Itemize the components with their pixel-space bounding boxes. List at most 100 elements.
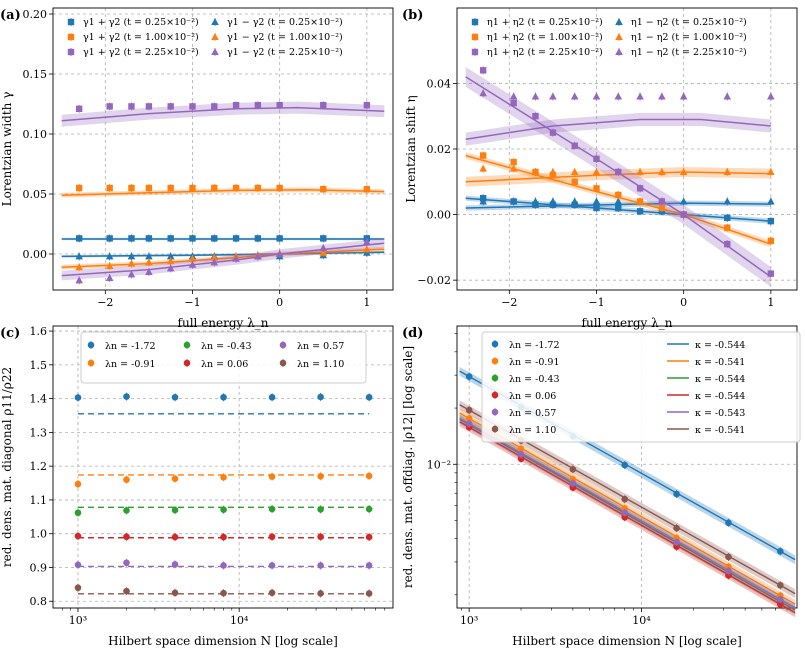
axes-frame: [52, 7, 394, 291]
data-point: [569, 480, 577, 487]
data-point: [320, 186, 327, 193]
data-point: [767, 197, 775, 205]
data-point: [767, 167, 775, 175]
x-tick-label: 10⁴: [230, 614, 249, 627]
data-point: [75, 263, 83, 271]
data-point: [268, 473, 276, 480]
data-point: [621, 461, 629, 469]
legend-label: η1 − η2 (t = 2.25×10⁻²): [631, 47, 747, 58]
data-point: [767, 270, 775, 277]
data-point: [725, 567, 732, 575]
legend-marker: [615, 18, 623, 25]
data-point: [531, 92, 540, 100]
data-point: [276, 184, 283, 192]
data-point: [210, 258, 219, 266]
legend-fit-label: κ = -0.541: [695, 357, 745, 368]
data-point: [268, 533, 276, 541]
data-point: [232, 184, 240, 192]
legend-marker: [67, 48, 75, 56]
data-point: [128, 235, 135, 242]
data-point: [105, 252, 114, 260]
data-point: [725, 519, 732, 527]
legend-label: λn = 1.10: [509, 425, 556, 436]
legend-fit-label: κ = -0.544: [695, 374, 745, 385]
data-point: [365, 590, 373, 597]
data-point: [276, 102, 283, 109]
data-point: [268, 589, 276, 597]
data-point: [188, 254, 197, 262]
legend-marker: [491, 425, 499, 433]
data-point: [658, 92, 666, 100]
data-point: [145, 268, 153, 275]
legend-label: λn = 0.57: [297, 341, 344, 352]
y-tick-label: 0.02: [427, 143, 452, 156]
data-point: [254, 235, 262, 242]
legend-label: γ1 − γ2 (t = 1.00×10⁻²): [227, 32, 343, 43]
data-point: [592, 92, 601, 100]
data-point: [268, 562, 276, 569]
data-point: [571, 142, 578, 149]
data-point: [123, 587, 130, 595]
data-point: [317, 533, 324, 541]
x-tick-label: 0: [680, 296, 687, 309]
data-point: [509, 92, 518, 100]
legend-box: [481, 331, 801, 443]
legend-fit-label: κ = -0.541: [695, 425, 745, 436]
data-point: [167, 103, 174, 110]
data-point: [145, 252, 153, 260]
legend-marker: [67, 18, 75, 26]
data-point: [171, 393, 179, 401]
legend-fit-label: κ = -0.544: [695, 340, 745, 351]
legend-label: λn = -1.72: [509, 340, 560, 351]
data-point: [317, 393, 324, 401]
panel-c: 10³ 10⁴ 0.8 0.9 1.0 1.1 1.2 1.3 1.4 1.5 1.6 Hilbert…: [0, 325, 394, 648]
data-point: [614, 197, 623, 205]
data-point: [363, 186, 371, 193]
data-point: [777, 548, 784, 555]
data-point: [166, 264, 175, 272]
data-point: [365, 505, 373, 513]
data-point: [680, 211, 687, 218]
data-point: [320, 102, 327, 109]
data-point: [171, 506, 179, 514]
legend-marker: [87, 341, 95, 349]
legend-marker: [491, 408, 499, 416]
axes-frame: [456, 325, 798, 609]
data-point: [123, 476, 130, 483]
legend-label: η1 − η2 (t = 1.00×10⁻²): [631, 32, 747, 43]
data-point: [106, 235, 113, 242]
legend-marker: [471, 33, 479, 41]
x-axis-label: full energy λ_n: [178, 316, 269, 330]
data-point: [636, 208, 644, 215]
data-point: [74, 561, 82, 569]
legend-label: γ1 + γ2 (t = 0.25×10⁻²): [83, 17, 199, 28]
panel-label: (d): [402, 326, 423, 341]
data-point: [570, 167, 579, 175]
y-tick-label: 0.00: [427, 209, 452, 222]
data-point: [724, 240, 731, 248]
data-point: [615, 204, 622, 212]
data-point: [275, 250, 284, 257]
panel-d: 10³ 10⁴ 10⁻² Hilbert space dimension N [log…: [401, 325, 801, 648]
data-point: [614, 92, 623, 100]
data-point: [636, 167, 644, 175]
legend-label: η1 + η2 (t = 1.00×10⁻²): [487, 32, 603, 43]
legend-marker: [471, 18, 479, 26]
x-axis-label: Hilbert space dimension N [log scale]: [108, 634, 338, 648]
legend-fit-label: κ = -0.543: [695, 408, 745, 419]
data-point: [254, 252, 262, 260]
data-point: [211, 103, 218, 110]
legend-marker: [67, 33, 75, 41]
data-point: [254, 184, 262, 192]
data-point: [725, 553, 732, 561]
data-point: [211, 184, 218, 192]
legend-box: [80, 331, 367, 384]
data-point: [123, 507, 130, 514]
data-point: [268, 393, 276, 401]
data-point: [615, 168, 622, 176]
fit-confidence-band: [465, 112, 771, 146]
legend-label: λn = -0.43: [201, 341, 252, 352]
panel-label: (b): [402, 8, 423, 23]
data-point: [363, 245, 371, 253]
